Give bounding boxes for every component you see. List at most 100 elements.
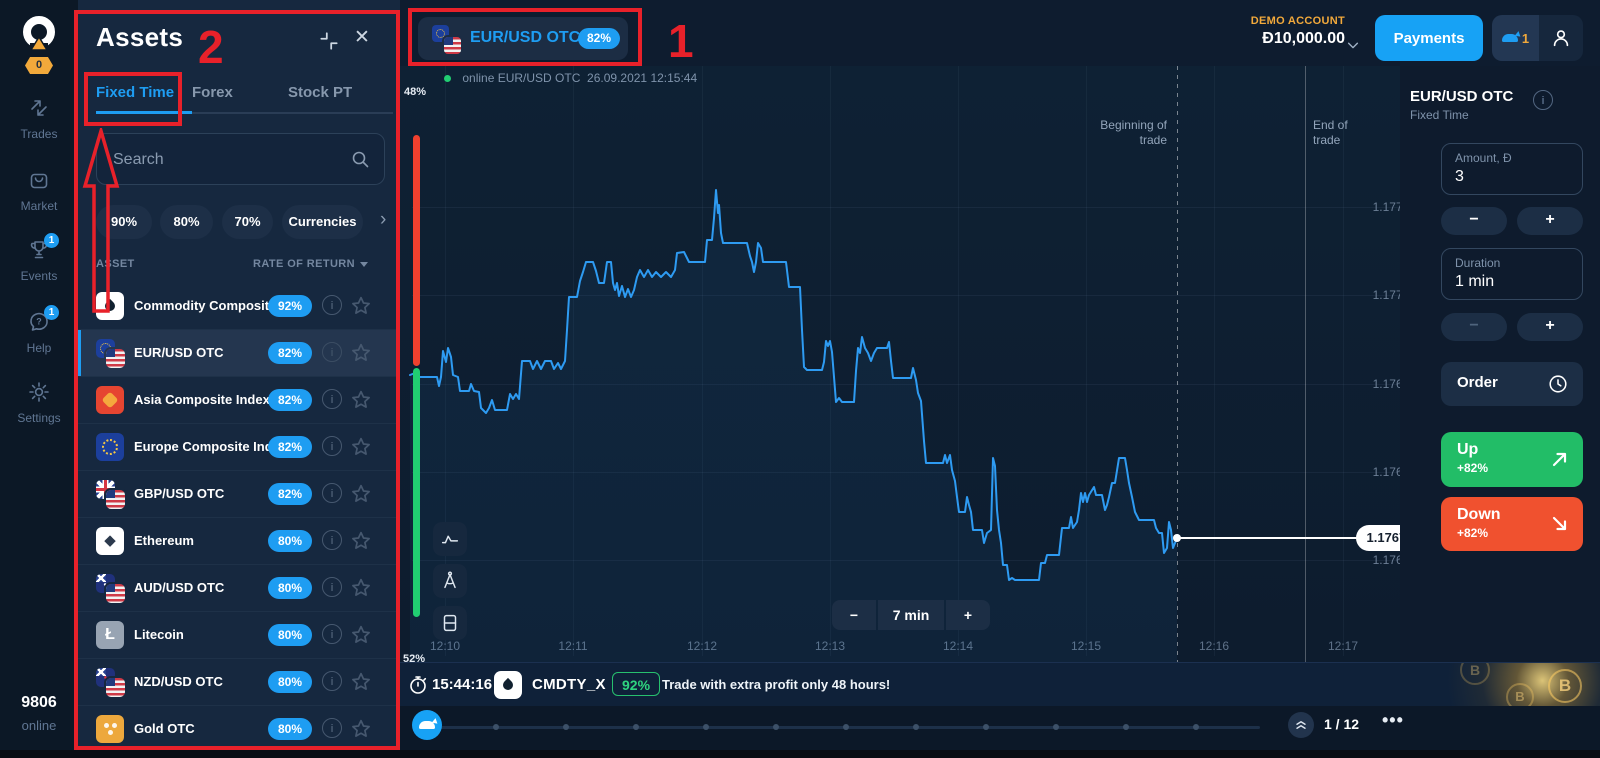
info-icon[interactable]: i <box>322 295 342 315</box>
stories-whale-button[interactable] <box>412 710 442 740</box>
app-logo-icon[interactable] <box>17 12 61 56</box>
favorite-star-icon[interactable] <box>349 435 373 459</box>
timeline-dot[interactable] <box>983 724 989 730</box>
price-chart-area[interactable]: 12:10 12:11 12:12 12:13 12:14 12:15 12:16 12:17… <box>400 66 1400 662</box>
chevron-down-icon[interactable] <box>1346 38 1360 52</box>
info-icon[interactable]: i <box>322 436 342 456</box>
sidebar-item-trades[interactable]: Trades <box>0 96 78 141</box>
amount-value[interactable]: 3 <box>1455 168 1464 185</box>
chip-90pct[interactable]: 90% <box>96 205 152 239</box>
favorite-star-icon[interactable] <box>349 717 373 741</box>
price-line-chart[interactable] <box>400 66 1400 662</box>
amount-plus-button[interactable]: + <box>1517 207 1583 235</box>
down-rate: +82% <box>1457 526 1489 540</box>
info-icon[interactable]: i <box>322 389 342 409</box>
rate-of-return-badge: 82% <box>268 342 312 364</box>
info-icon[interactable]: i <box>1533 90 1553 110</box>
chip-currencies[interactable]: Currencies <box>282 205 363 239</box>
sidebar-item-market[interactable]: Market <box>0 168 78 213</box>
info-icon[interactable]: i <box>322 577 342 597</box>
level-badge[interactable]: 0 <box>25 57 53 74</box>
timeline-dot[interactable] <box>1193 724 1199 730</box>
favorite-star-icon[interactable] <box>349 529 373 553</box>
chart-type-tool[interactable] <box>433 522 467 556</box>
asset-row-asia-composite-index[interactable]: Asia Composite Index 82% i <box>78 377 400 424</box>
close-panel-icon[interactable]: ✕ <box>354 27 370 48</box>
duration-minus-button[interactable]: − <box>1441 313 1507 341</box>
sidebar-item-help[interactable]: ? 1 Help <box>0 305 78 355</box>
sidebar-item-settings[interactable]: Settings <box>0 380 78 425</box>
favorite-star-icon[interactable] <box>349 294 373 318</box>
promo-banner[interactable]: 15:44:16 CMDTY_X 92% Trade with extra pr… <box>400 662 1600 707</box>
favorite-star-icon[interactable] <box>349 576 373 600</box>
rate-of-return-badge: 82% <box>268 389 312 411</box>
timeframe-value[interactable]: 7 min <box>878 600 944 630</box>
timeline-dot[interactable] <box>1053 724 1059 730</box>
asset-row-gold-otc[interactable]: Gold OTC 80% i <box>78 706 400 753</box>
timeline-dot[interactable] <box>773 724 779 730</box>
search-input[interactable] <box>111 134 345 186</box>
asset-row-aud-usd-otc[interactable]: AUD/USD OTC 80% i <box>78 565 400 612</box>
timeline-dot[interactable] <box>493 724 499 730</box>
help-icon: ? 1 <box>26 305 59 336</box>
asset-row-litecoin[interactable]: Litecoin 80% i <box>78 612 400 659</box>
rate-of-return-badge: 82% <box>268 436 312 458</box>
chip-80pct[interactable]: 80% <box>160 205 213 239</box>
favorite-star-icon[interactable] <box>349 670 373 694</box>
asset-row-ethereum[interactable]: Ethereum 80% i <box>78 518 400 565</box>
timeline-dot[interactable] <box>1123 724 1129 730</box>
timeline-dot[interactable] <box>703 724 709 730</box>
promo-rate-badge: 92% <box>612 672 661 696</box>
payments-button[interactable]: Payments <box>1375 15 1483 61</box>
asset-row-commodity-composit-[interactable]: Commodity Composit... 92% i <box>78 283 400 330</box>
account-switcher[interactable]: DEMO ACCOUNT Đ10,000.00 <box>1225 15 1345 48</box>
favorite-star-icon[interactable] <box>349 388 373 412</box>
layout-tool[interactable] <box>433 606 467 640</box>
duration-plus-button[interactable]: + <box>1517 313 1583 341</box>
compass-icon <box>444 571 456 589</box>
info-icon[interactable]: i <box>322 671 342 691</box>
asset-row-eur-usd-otc[interactable]: EUR/USD OTC 82% i <box>78 330 400 377</box>
up-button[interactable]: Up +82% <box>1441 432 1583 487</box>
stopwatch-icon <box>410 676 427 694</box>
timeline-dot[interactable] <box>563 724 569 730</box>
bonus-button[interactable]: 1 <box>1492 15 1539 61</box>
tab-fixed-time[interactable]: Fixed Time <box>96 84 175 101</box>
info-icon[interactable]: i <box>322 718 342 738</box>
favorite-star-icon[interactable] <box>349 341 373 365</box>
order-button[interactable]: Order <box>1441 362 1583 406</box>
chip-70pct[interactable]: 70% <box>222 205 273 239</box>
asset-row-gbp-usd-otc[interactable]: GBP/USD OTC 82% i <box>78 471 400 518</box>
timeframe-plus-button[interactable]: + <box>946 600 990 630</box>
more-menu-icon[interactable]: ••• <box>1382 710 1404 730</box>
search-box[interactable] <box>96 133 385 186</box>
amount-field[interactable]: Amount, Đ 3 <box>1441 143 1583 195</box>
profile-button[interactable] <box>1539 15 1583 61</box>
sidebar-item-events[interactable]: 1 Events <box>0 233 78 283</box>
info-icon[interactable]: i <box>322 530 342 550</box>
duration-value[interactable]: 1 min <box>1455 273 1495 290</box>
info-icon[interactable]: i <box>322 483 342 503</box>
timeline-dot[interactable] <box>843 724 849 730</box>
timeline-dot[interactable] <box>633 724 639 730</box>
timeline-dot[interactable] <box>913 724 919 730</box>
chips-scroll-icon[interactable]: › <box>380 209 387 230</box>
amount-minus-button[interactable]: − <box>1441 207 1507 235</box>
timeframe-minus-button[interactable]: − <box>832 600 876 630</box>
instrument-tab[interactable]: EUR/USD OTC 82% <box>418 17 628 60</box>
tab-stock-pt[interactable]: Stock PT <box>288 84 353 101</box>
pagination-icon[interactable] <box>1288 712 1314 738</box>
favorite-star-icon[interactable] <box>349 623 373 647</box>
down-button[interactable]: Down +82% <box>1441 497 1583 551</box>
asset-row-europe-composite-index[interactable]: Europe Composite Index 82% i <box>78 424 400 471</box>
info-icon[interactable]: i <box>322 624 342 644</box>
info-icon[interactable]: i <box>322 342 342 362</box>
duration-field[interactable]: Duration 1 min <box>1441 248 1583 300</box>
drawing-tools[interactable] <box>433 564 467 598</box>
collapse-panel-icon[interactable] <box>318 30 342 54</box>
favorite-star-icon[interactable] <box>349 482 373 506</box>
column-rate-of-return[interactable]: RATE OF RETURN <box>253 258 368 270</box>
current-price-line <box>1177 537 1358 539</box>
tab-forex[interactable]: Forex <box>192 84 233 101</box>
asset-row-nzd-usd-otc[interactable]: NZD/USD OTC 80% i <box>78 659 400 706</box>
